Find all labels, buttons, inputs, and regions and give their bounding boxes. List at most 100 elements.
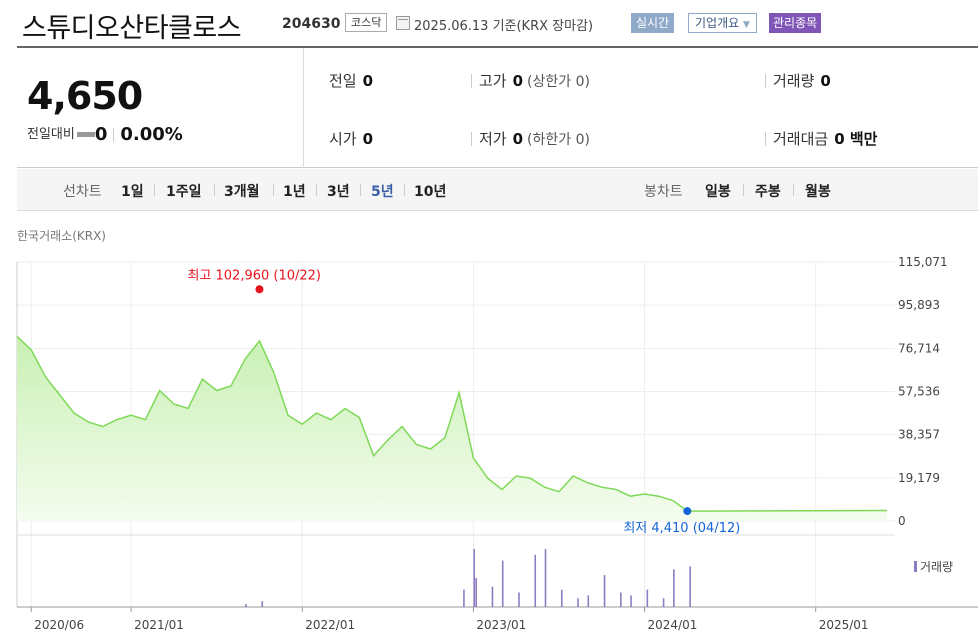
period-3y[interactable]: 3년 xyxy=(327,184,350,200)
x-tick-label: 2020/06 xyxy=(34,618,84,632)
volume-bar xyxy=(577,598,579,607)
volume-bar xyxy=(560,589,563,607)
candle-monthly[interactable]: 월봉 xyxy=(805,184,831,200)
base-date: 2025.06.13 기준(KRX 장마감) xyxy=(414,19,594,34)
stock-name: 스튜디오산타클로스 xyxy=(22,13,242,44)
divider xyxy=(765,74,766,88)
divider xyxy=(113,127,115,142)
day-high: 고가 0 (상한가 0) xyxy=(479,70,590,91)
open-label: 시가 xyxy=(329,130,357,148)
period-5y[interactable]: 5년 xyxy=(371,184,394,200)
volume-bar xyxy=(518,592,520,607)
change-label: 전일대비 xyxy=(27,127,75,142)
volume-bar xyxy=(245,604,247,607)
managed-stock-badge[interactable]: 관리종목 xyxy=(769,13,822,33)
volume-bar xyxy=(534,554,537,607)
day-low: 저가 0 (하한가 0) xyxy=(479,128,590,149)
prev-close-label: 전일 xyxy=(329,72,357,90)
period-selector: 선차트 1일 1주일 3개월 1년 3년 5년 10년 봉차트 일봉 주봉 월봉 xyxy=(17,169,978,211)
current-price: 4,650 xyxy=(27,74,143,118)
amount-label: 거래대금 xyxy=(773,130,829,148)
high-marker xyxy=(255,285,264,294)
divider xyxy=(316,184,317,196)
stock-code: 204630 xyxy=(282,16,341,32)
volume-bar xyxy=(261,601,264,607)
low-label: 저가 xyxy=(479,130,507,148)
calendar-icon xyxy=(396,16,410,30)
divider xyxy=(765,132,766,146)
y-tick-label: 115,071 xyxy=(898,255,948,269)
divider xyxy=(404,184,405,196)
company-overview-label: 기업개요 xyxy=(695,16,740,30)
price-chart[interactable]: 115,071 95,893 76,714 57,536 38,357 19,179 0 20… xyxy=(0,245,978,641)
divider xyxy=(471,132,472,146)
low-label: 최저 4,410 (04/12) xyxy=(623,521,740,536)
upper-limit: (상한가 0) xyxy=(527,74,590,90)
high-value: 0 xyxy=(512,72,524,90)
volume-label: 거래량 xyxy=(773,72,815,90)
volume-bar xyxy=(646,589,649,607)
volume-bar xyxy=(501,560,504,607)
divider xyxy=(154,184,155,196)
y-tick-label: 19,179 xyxy=(898,471,940,485)
x-tick-label: 2024/01 xyxy=(648,618,698,632)
y-tick-label: 0 xyxy=(898,514,906,528)
low-marker xyxy=(683,507,692,516)
amount-value: 0 백만 xyxy=(834,130,878,148)
x-tick-label: 2023/01 xyxy=(476,618,526,632)
candle-weekly[interactable]: 주봉 xyxy=(755,184,781,200)
divider xyxy=(273,184,274,196)
exchange-label: 한국거래소(KRX) xyxy=(17,229,106,243)
volume-legend-icon xyxy=(914,561,917,572)
change-row: 전일대비 0 0.00% xyxy=(27,123,183,145)
volume-bar xyxy=(544,549,547,607)
volume-bar xyxy=(587,595,590,607)
change-value: 0 xyxy=(94,124,108,145)
x-tick-label: 2021/01 xyxy=(134,618,184,632)
lower-limit: (하한가 0) xyxy=(527,132,590,148)
change-percent: 0.00% xyxy=(120,124,183,145)
volume-bar xyxy=(463,589,465,607)
line-chart-label: 선차트 xyxy=(63,184,102,200)
period-1w[interactable]: 1주일 xyxy=(166,184,202,200)
dropdown-caret-icon: ▼ xyxy=(743,20,750,30)
period-3m[interactable]: 3개월 xyxy=(224,184,260,200)
volume-value: 0 xyxy=(820,72,831,90)
period-1d[interactable]: 1일 xyxy=(121,184,144,200)
price-block: 4,650 전일대비 0 0.00% xyxy=(17,48,304,168)
divider xyxy=(360,184,361,196)
price-area xyxy=(17,336,887,521)
candle-daily[interactable]: 일봉 xyxy=(705,184,731,200)
volume-bar xyxy=(473,549,475,607)
low-value: 0 xyxy=(512,130,524,148)
x-tick-label: 2022/01 xyxy=(305,618,355,632)
open-price: 시가 0 xyxy=(329,128,373,149)
volume: 거래량 0 xyxy=(773,70,831,91)
candle-chart-label: 봉차트 xyxy=(644,184,683,200)
stock-header: 스튜디오산타클로스 204630 코스닥 2025.06.13 기준(KRX 장… xyxy=(0,0,978,46)
y-tick-label: 95,893 xyxy=(898,298,940,312)
realtime-button[interactable]: 실시간 xyxy=(631,13,675,33)
divider xyxy=(471,74,472,88)
company-overview-button[interactable]: 기업개요 ▼ xyxy=(688,13,757,33)
volume-bar xyxy=(630,595,632,607)
volume-bar xyxy=(673,569,675,607)
y-tick-label: 57,536 xyxy=(898,385,940,399)
divider xyxy=(793,184,794,196)
y-tick-label: 76,714 xyxy=(898,341,940,355)
divider xyxy=(743,184,744,196)
quote-panel: 4,650 전일대비 0 0.00% 전일 0 고가 0 (상한가 0) 거래량 0 시가 0… xyxy=(17,46,978,168)
price-line xyxy=(16,335,888,512)
trade-amount: 거래대금 0 백만 xyxy=(773,128,877,149)
volume-legend-label: 거래량 xyxy=(920,560,953,574)
volume-bar xyxy=(475,578,477,607)
prev-close: 전일 0 xyxy=(329,70,373,91)
volume-bar xyxy=(491,586,494,607)
period-1y[interactable]: 1년 xyxy=(283,184,306,200)
market-badge: 코스닥 xyxy=(345,13,388,32)
divider xyxy=(214,184,215,196)
period-10y[interactable]: 10년 xyxy=(414,184,447,200)
volume-bar xyxy=(620,592,622,607)
open-value: 0 xyxy=(362,130,374,148)
y-tick-label: 38,357 xyxy=(898,428,940,442)
